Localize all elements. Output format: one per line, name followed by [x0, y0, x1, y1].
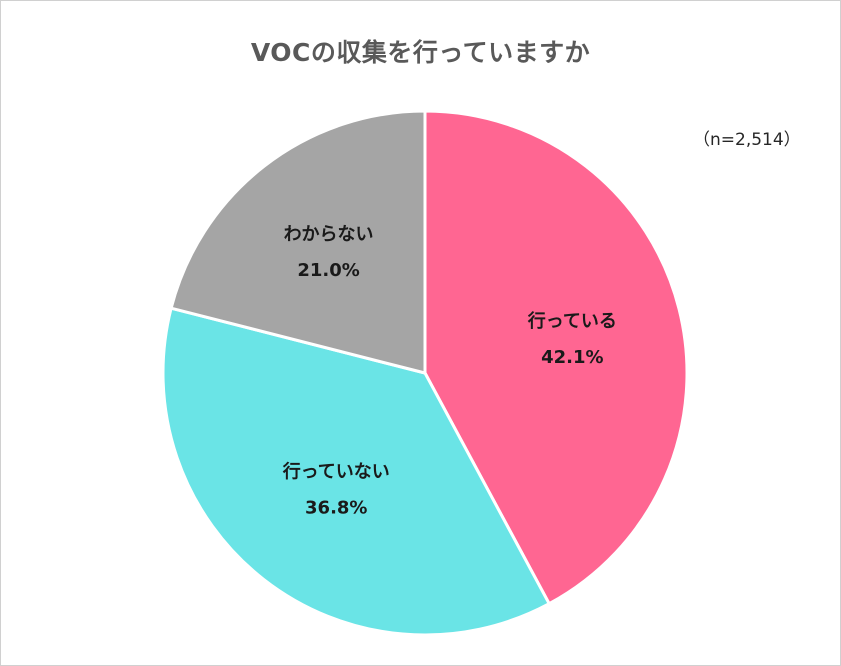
pie-labels: 行っている 42.1% 行っていない 36.8% わからない 21.0% [282, 224, 617, 519]
slice-label-performing: 行っている [527, 310, 617, 332]
pie-slice-unknown [169, 109, 427, 375]
chart-title: VOCの収集を行っていますか [250, 38, 591, 67]
pie-slice-performing [423, 109, 689, 606]
slice-label-not-performing: 行っていない [282, 461, 390, 483]
slice-label-unknown: わからない [284, 224, 374, 245]
slice-value-unknown: 21.0% [297, 260, 359, 281]
sample-size-note: （n=2,514） [693, 130, 801, 150]
pie-slices [161, 109, 689, 637]
pie-slice-not-performing [161, 306, 551, 637]
slice-value-performing: 42.1% [541, 347, 603, 368]
slice-value-not-performing: 36.8% [305, 498, 367, 519]
